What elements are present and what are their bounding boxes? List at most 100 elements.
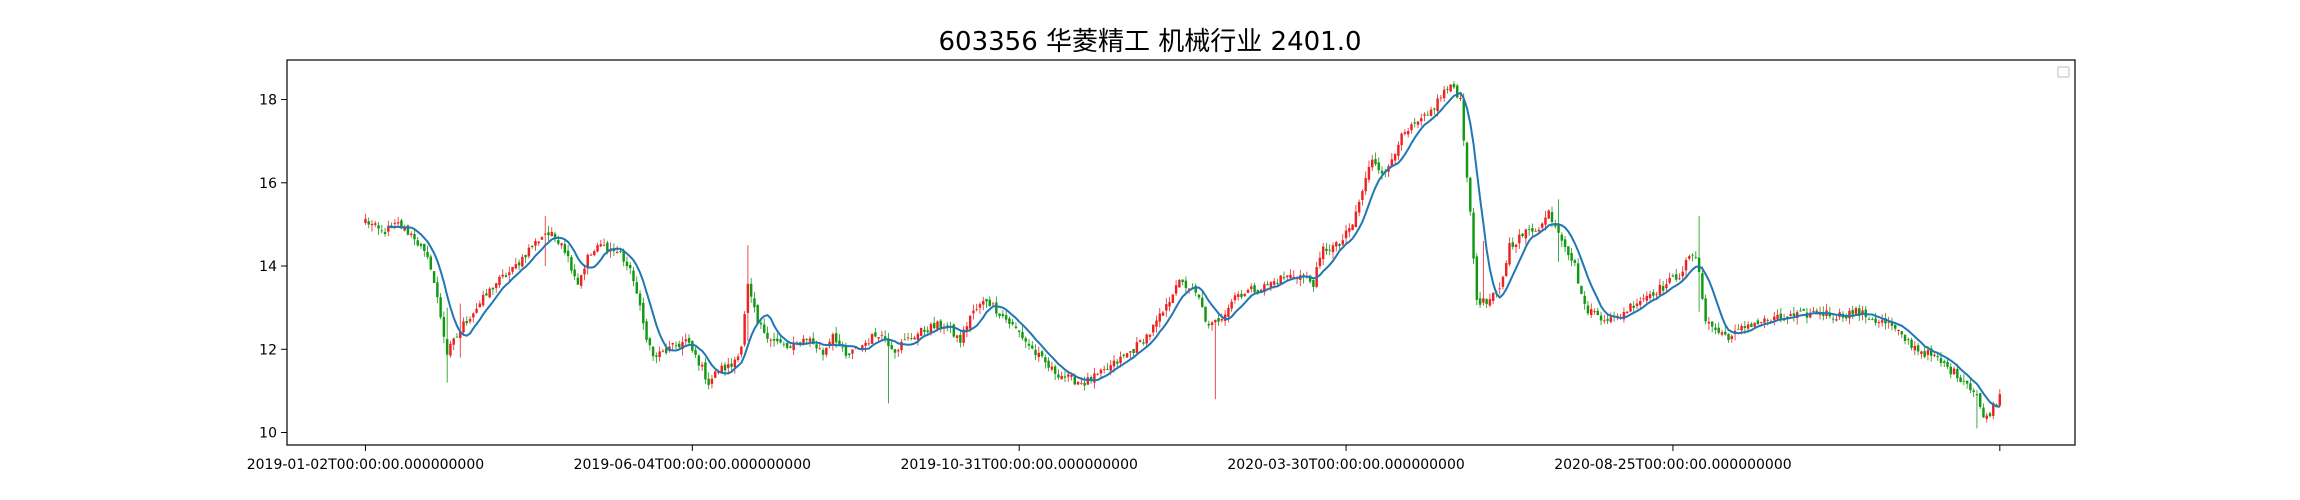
candle bbox=[1001, 309, 1005, 319]
candle bbox=[1567, 246, 1570, 261]
candle bbox=[697, 354, 701, 372]
candle bbox=[841, 341, 844, 352]
candle bbox=[472, 312, 475, 323]
candle bbox=[883, 330, 887, 343]
candle bbox=[1789, 310, 1792, 317]
candle bbox=[932, 316, 936, 330]
candle bbox=[998, 313, 1001, 319]
candle bbox=[1194, 283, 1197, 297]
candle bbox=[763, 318, 766, 334]
candle bbox=[1093, 367, 1096, 389]
y-tick-label: 18 bbox=[259, 93, 277, 109]
candle bbox=[628, 262, 632, 275]
candle bbox=[642, 297, 645, 330]
candle bbox=[413, 227, 416, 246]
candle bbox=[700, 361, 704, 371]
candle bbox=[821, 347, 825, 361]
candle bbox=[1210, 321, 1214, 331]
candle bbox=[710, 374, 714, 389]
candle bbox=[416, 236, 419, 247]
candle bbox=[903, 333, 907, 341]
candle bbox=[831, 332, 835, 351]
candle bbox=[753, 292, 756, 313]
candle bbox=[1021, 325, 1024, 341]
candle bbox=[1916, 343, 1920, 356]
candle bbox=[1962, 374, 1966, 386]
candle bbox=[1207, 320, 1211, 329]
candle bbox=[942, 323, 946, 335]
candle bbox=[1485, 298, 1488, 308]
candle bbox=[1910, 337, 1913, 351]
candle bbox=[1181, 279, 1184, 286]
candle bbox=[707, 372, 710, 390]
candle bbox=[1416, 120, 1420, 129]
candle bbox=[1047, 357, 1050, 372]
candle bbox=[1053, 364, 1057, 381]
candle bbox=[648, 337, 652, 351]
candle bbox=[1534, 228, 1537, 232]
candle bbox=[370, 220, 374, 232]
candle bbox=[1524, 228, 1528, 245]
candle bbox=[1707, 316, 1711, 331]
candle bbox=[1305, 271, 1309, 279]
candle bbox=[785, 342, 789, 350]
candle bbox=[730, 358, 733, 372]
candle bbox=[955, 334, 959, 343]
candle bbox=[671, 342, 674, 351]
candle bbox=[1678, 273, 1681, 281]
candle bbox=[1609, 312, 1613, 324]
candle bbox=[1184, 276, 1188, 293]
candle bbox=[851, 349, 854, 360]
candle bbox=[880, 330, 884, 340]
candle bbox=[527, 244, 531, 259]
candle bbox=[1364, 171, 1367, 196]
candle bbox=[1665, 279, 1668, 292]
candle bbox=[1197, 294, 1201, 300]
candle bbox=[1710, 321, 1714, 333]
candle bbox=[1057, 369, 1060, 380]
candle bbox=[465, 316, 469, 326]
x-tick-label: 2019-06-04T00:00:00.000000000 bbox=[574, 457, 811, 473]
x-tick-label: 2020-03-30T00:00:00.000000000 bbox=[1227, 457, 1464, 473]
candle bbox=[1514, 244, 1518, 253]
candle bbox=[1102, 365, 1106, 374]
candle bbox=[1017, 330, 1021, 338]
candle bbox=[1367, 160, 1371, 183]
candle bbox=[1717, 322, 1720, 335]
candle bbox=[1459, 93, 1462, 102]
candle bbox=[1106, 363, 1109, 371]
candle bbox=[1269, 280, 1273, 291]
candle bbox=[511, 266, 514, 275]
candle bbox=[1658, 278, 1662, 296]
candle bbox=[975, 303, 978, 312]
candle bbox=[687, 334, 691, 346]
candle bbox=[1959, 374, 1962, 383]
candle bbox=[1969, 378, 1972, 394]
candle bbox=[1890, 317, 1894, 331]
candle bbox=[1253, 282, 1256, 294]
candle bbox=[1354, 205, 1358, 228]
candle bbox=[916, 331, 920, 346]
candle bbox=[651, 346, 655, 362]
candle bbox=[1282, 271, 1286, 281]
candle bbox=[1527, 224, 1531, 236]
candle bbox=[1096, 372, 1099, 376]
candle bbox=[1138, 339, 1142, 343]
candle bbox=[870, 333, 874, 344]
candle bbox=[1590, 303, 1593, 319]
candle bbox=[1544, 210, 1547, 231]
candle bbox=[1694, 251, 1698, 260]
candle bbox=[396, 217, 400, 227]
candle bbox=[704, 358, 707, 384]
candle bbox=[1420, 113, 1423, 127]
candle bbox=[1632, 301, 1635, 313]
candle bbox=[746, 245, 750, 341]
candle bbox=[1972, 388, 1975, 398]
candle bbox=[544, 216, 547, 267]
candle bbox=[632, 266, 635, 287]
candle bbox=[1423, 112, 1426, 122]
candle bbox=[1907, 337, 1910, 345]
candle bbox=[383, 227, 387, 237]
candle bbox=[1004, 308, 1008, 323]
